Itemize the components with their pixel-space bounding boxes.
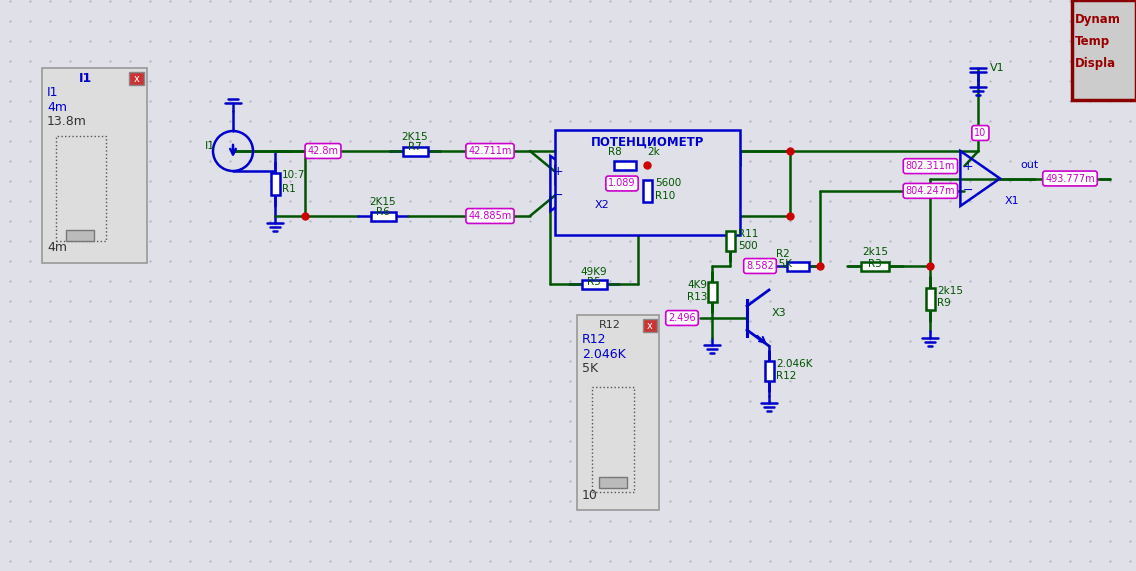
- Text: R12: R12: [599, 320, 621, 330]
- Text: 1.089: 1.089: [608, 179, 636, 188]
- Text: X1: X1: [1005, 195, 1020, 206]
- Bar: [926, 288, 935, 309]
- Text: R7: R7: [408, 142, 421, 152]
- Text: out: out: [1020, 160, 1038, 171]
- FancyBboxPatch shape: [599, 477, 627, 488]
- Text: 5K: 5K: [582, 362, 599, 375]
- Bar: [726, 231, 735, 251]
- Text: R5: R5: [587, 277, 601, 287]
- Text: R9: R9: [937, 297, 951, 308]
- Text: 2.046K: 2.046K: [582, 348, 626, 361]
- Text: 42.8m: 42.8m: [308, 146, 339, 156]
- Text: 804.247m: 804.247m: [905, 186, 955, 196]
- Text: 2k15: 2k15: [862, 247, 888, 257]
- Text: R8: R8: [608, 147, 621, 157]
- Text: 2.496: 2.496: [668, 313, 696, 323]
- Text: I1: I1: [80, 71, 93, 85]
- Bar: [403, 147, 428, 155]
- Text: ПОТЕНЦИОМЕТР: ПОТЕНЦИОМЕТР: [591, 135, 704, 148]
- Text: −: −: [963, 184, 974, 198]
- Text: Displa: Displa: [1075, 57, 1117, 70]
- Bar: [787, 262, 809, 271]
- Text: +: +: [553, 164, 563, 178]
- Bar: [371, 211, 396, 220]
- Text: Dynam: Dynam: [1075, 14, 1121, 26]
- Text: 500: 500: [738, 241, 758, 251]
- Text: 5600: 5600: [655, 178, 682, 188]
- Text: R10: R10: [655, 191, 675, 201]
- Text: X3: X3: [772, 308, 786, 318]
- Text: R12: R12: [582, 333, 607, 346]
- FancyBboxPatch shape: [556, 130, 740, 235]
- Text: 2.046K: 2.046K: [776, 359, 812, 369]
- Text: 2K15: 2K15: [402, 132, 428, 142]
- Text: 44.885m: 44.885m: [468, 211, 511, 221]
- Bar: [708, 282, 717, 302]
- FancyBboxPatch shape: [42, 68, 147, 263]
- FancyBboxPatch shape: [643, 319, 657, 332]
- Bar: [765, 361, 774, 381]
- Text: R1: R1: [282, 184, 295, 195]
- Bar: [613, 160, 636, 170]
- Text: 493.777m: 493.777m: [1045, 174, 1095, 183]
- Text: x: x: [648, 321, 653, 331]
- Text: 802.311m: 802.311m: [905, 161, 955, 171]
- Text: R13: R13: [687, 292, 708, 302]
- Text: Temp: Temp: [1075, 35, 1110, 49]
- Text: X2: X2: [595, 200, 610, 211]
- Bar: [861, 262, 889, 271]
- Text: 4m: 4m: [47, 241, 67, 254]
- FancyBboxPatch shape: [577, 315, 659, 510]
- Text: 8.582: 8.582: [746, 261, 774, 271]
- Text: 42.711m: 42.711m: [468, 146, 511, 156]
- Text: 10:7: 10:7: [282, 171, 306, 180]
- FancyBboxPatch shape: [1072, 0, 1136, 100]
- Text: +: +: [963, 160, 974, 172]
- Text: I1: I1: [47, 86, 58, 99]
- Text: 4K9: 4K9: [687, 280, 707, 290]
- Text: 2k: 2k: [648, 147, 660, 157]
- Text: 49K9: 49K9: [580, 267, 608, 277]
- Bar: [270, 172, 279, 195]
- Bar: [643, 180, 652, 202]
- Text: 4m: 4m: [47, 101, 67, 114]
- Text: 2k15: 2k15: [937, 286, 963, 296]
- FancyBboxPatch shape: [130, 72, 144, 85]
- Text: −: −: [553, 190, 563, 202]
- Text: 10: 10: [582, 489, 598, 502]
- Bar: [583, 279, 608, 288]
- Text: 13.8m: 13.8m: [47, 115, 86, 128]
- Text: R3: R3: [868, 259, 882, 269]
- FancyBboxPatch shape: [592, 387, 634, 492]
- Text: R11: R11: [738, 229, 759, 239]
- Text: V1: V1: [991, 63, 1005, 73]
- Text: I1: I1: [204, 141, 215, 151]
- Text: R12: R12: [776, 371, 796, 381]
- Text: 15K: 15K: [772, 259, 793, 269]
- Text: 10: 10: [975, 128, 986, 138]
- Text: R6: R6: [376, 207, 390, 217]
- Text: R2: R2: [776, 249, 790, 259]
- Text: x: x: [134, 74, 140, 84]
- FancyBboxPatch shape: [66, 230, 94, 241]
- Text: 2K15: 2K15: [369, 197, 396, 207]
- FancyBboxPatch shape: [56, 136, 106, 241]
